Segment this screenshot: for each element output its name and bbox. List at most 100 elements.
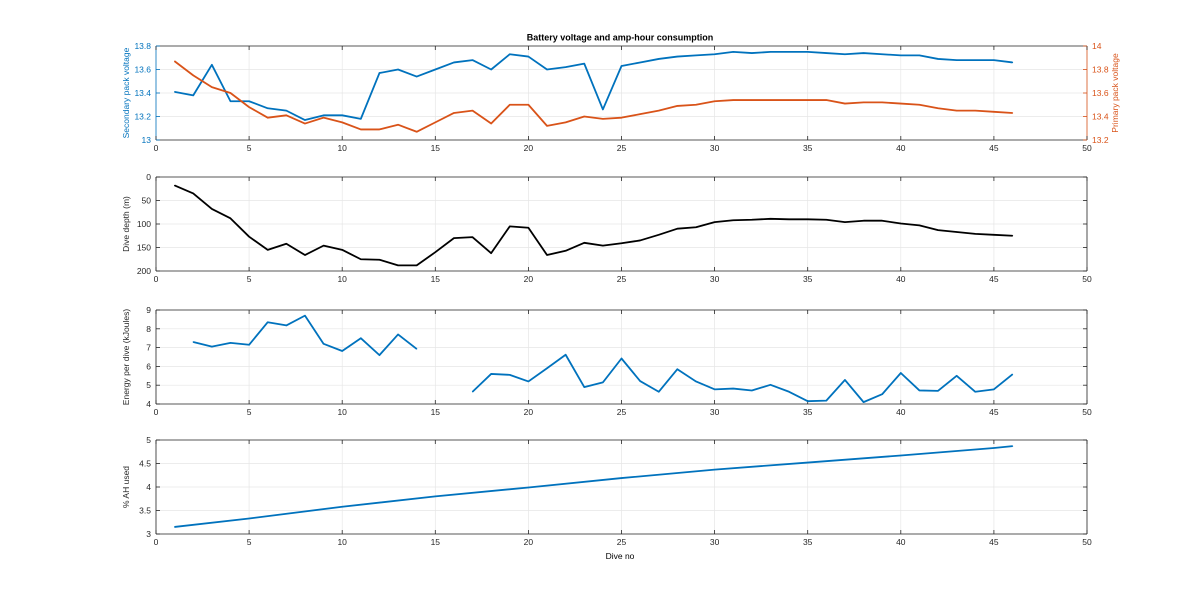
data-point: [416, 264, 418, 266]
y-tick-label: 9: [146, 305, 151, 315]
data-point: [471, 110, 474, 112]
y-tick-label: 100: [137, 219, 151, 229]
data-point: [658, 391, 660, 393]
data-point: [993, 111, 995, 113]
data-point: [192, 94, 194, 96]
data-point: [285, 324, 287, 327]
data-point: [788, 99, 790, 101]
data-point: [192, 74, 194, 76]
data-point: [956, 375, 958, 377]
x-tick-label: 50: [1082, 274, 1092, 284]
data-point: [174, 91, 176, 93]
data-point: [471, 236, 474, 238]
x-tick-label: 45: [989, 537, 999, 547]
y-tick-label: 13: [142, 135, 152, 145]
data-point: [453, 112, 455, 114]
x-tick-label: 5: [247, 143, 252, 153]
data-point: [974, 391, 976, 393]
x-tick-label: 30: [710, 143, 720, 153]
data-point: [341, 506, 343, 508]
data-point: [974, 110, 976, 112]
x-tick-label: 20: [524, 537, 534, 547]
data-point: [322, 245, 325, 247]
data-point: [304, 119, 306, 121]
data-point: [881, 53, 883, 55]
data-point: [751, 52, 753, 54]
data-point: [769, 384, 772, 386]
series-line-2: [174, 60, 1013, 133]
data-point: [416, 131, 418, 133]
data-point: [769, 51, 772, 53]
data-point: [471, 391, 474, 393]
data-point: [1011, 61, 1014, 64]
data-point: [509, 53, 511, 55]
y-tick-label: 0: [146, 172, 151, 182]
x-tick-label: 50: [1082, 407, 1092, 417]
data-point: [583, 115, 585, 118]
data-point: [174, 184, 176, 187]
data-point: [714, 100, 716, 102]
data-point: [751, 389, 753, 392]
data-point: [974, 59, 976, 61]
data-point: [844, 379, 846, 381]
data-point: [341, 121, 343, 123]
data-point: [620, 242, 623, 244]
data-point: [937, 229, 939, 231]
data-point: [527, 104, 530, 106]
data-point: [378, 72, 381, 74]
data-point: [825, 99, 827, 101]
data-point: [509, 225, 511, 227]
y-axis-label: % AH used: [121, 466, 131, 508]
x-tick-label: 0: [154, 537, 159, 547]
x-tick-label: 45: [989, 143, 999, 153]
subplots: 0 5 10 15 20 25 30 35 40 45 501313.213.413.613.813…: [121, 41, 1120, 547]
data-point: [956, 110, 958, 112]
data-point: [527, 380, 530, 383]
data-point: [658, 58, 660, 60]
data-point: [993, 234, 995, 236]
data-point: [918, 224, 921, 227]
y-tick-label: 50: [142, 196, 152, 206]
data-point: [267, 321, 269, 323]
data-point: [807, 218, 809, 220]
x-tick-label: 0: [154, 407, 159, 417]
data-point: [620, 357, 623, 360]
data-point: [192, 192, 194, 195]
x-tick-label: 25: [617, 143, 627, 153]
data-point: [881, 393, 883, 395]
data-point: [918, 104, 921, 106]
data-point: [844, 53, 846, 55]
x-tick-label: 25: [617, 537, 627, 547]
data-point: [788, 51, 790, 53]
series-line-1: [174, 184, 1013, 267]
data-point: [211, 208, 213, 210]
data-point: [546, 254, 548, 256]
data-point: [229, 342, 232, 344]
y-tick-label: 13.2: [134, 112, 151, 122]
data-point: [360, 258, 362, 260]
x-tick-label: 40: [896, 537, 906, 547]
y-tick-label: 8: [146, 324, 151, 334]
data-point: [956, 231, 958, 233]
subplot-1: 0 5 10 15 20 25 30 35 40 45 50 13 13.2 13.4 13.6 13.8 13…: [121, 41, 1120, 153]
y-axis-label: Dive depth (m): [121, 196, 131, 252]
y-tick-label: 6: [146, 361, 151, 371]
data-point: [322, 114, 325, 116]
data-point: [490, 252, 492, 254]
data-point: [229, 217, 232, 219]
subplot-2: 0 5 10 15 20 25 30 35 40 45 50 0 50 100 150 200 Dive dep…: [121, 172, 1092, 284]
data-point: [490, 373, 492, 375]
data-point: [434, 121, 436, 123]
x-tick-label: 45: [989, 407, 999, 417]
y-tick-label: 13.4: [134, 88, 151, 98]
x-tick-label: 35: [803, 274, 813, 284]
data-point: [1011, 235, 1014, 237]
data-point: [248, 236, 250, 238]
data-point: [453, 61, 455, 64]
x-tick-label: 30: [710, 274, 720, 284]
y-tick-label: 4: [146, 482, 151, 492]
data-point: [714, 221, 716, 223]
x-tick-label: 20: [524, 143, 534, 153]
